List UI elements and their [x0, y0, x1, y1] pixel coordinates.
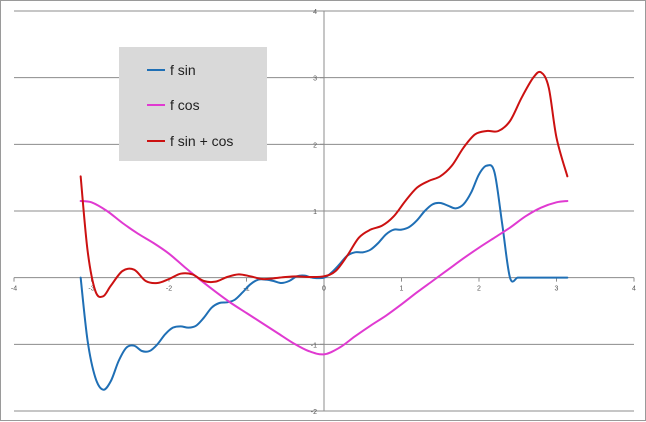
legend-label-f-sin-plus-cos: f sin + cos [170, 133, 234, 149]
x-tick-label: -3 [88, 286, 94, 293]
x-tick-label: -2 [166, 286, 172, 293]
legend-swatch-f-cos [147, 104, 165, 106]
x-tick-label: 0 [322, 286, 326, 293]
y-tick-label: 3 [313, 76, 317, 83]
x-tick-label: 2 [477, 286, 481, 293]
legend: f sin f cos f sin + cos [119, 47, 267, 161]
legend-item-f-cos: f cos [147, 97, 200, 113]
y-tick-label: 1 [313, 209, 317, 216]
legend-item-f-sin: f sin [147, 62, 196, 78]
y-tick-label: -1 [311, 342, 317, 349]
y-tick-label: 4 [313, 9, 317, 16]
x-tick-label: 4 [632, 286, 636, 293]
legend-swatch-f-sin [147, 69, 165, 71]
y-tick-label: -2 [311, 409, 317, 416]
legend-label-f-sin: f sin [170, 62, 196, 78]
y-tick-label: 2 [313, 142, 317, 149]
x-tick-label: -4 [11, 286, 17, 293]
series-line-f-cos [79, 200, 569, 356]
x-tick-label: 3 [555, 286, 559, 293]
legend-item-f-sin-plus-cos: f sin + cos [147, 133, 234, 149]
legend-swatch-f-sin-plus-cos [147, 140, 165, 142]
legend-label-f-cos: f cos [170, 97, 200, 113]
x-tick-label: 1 [400, 286, 404, 293]
series-line-f-sin-plus-cos [79, 70, 569, 299]
series-lines [79, 70, 569, 391]
